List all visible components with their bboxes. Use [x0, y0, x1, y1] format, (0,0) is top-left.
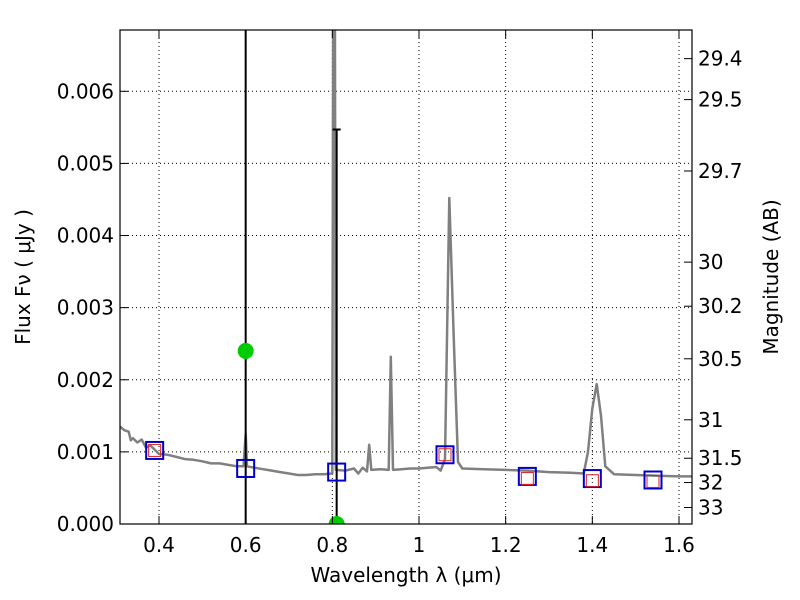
observed-photometry-square: [438, 448, 452, 462]
observed-photometry-square: [646, 474, 660, 488]
spectrum-layer: [120, 30, 692, 478]
y-right-tick-label: 30: [698, 250, 723, 274]
spectrum-line: [120, 30, 692, 478]
y-right-tick-label: 30.2: [698, 294, 743, 318]
axis-ticks: [120, 30, 692, 525]
model-photometry-square: [236, 458, 256, 478]
x-tick-label: 0.6: [230, 533, 262, 557]
y-right-tick-label: 30.5: [698, 347, 743, 371]
observed-photometry-square: [148, 443, 162, 457]
model-photometry-square: [327, 462, 347, 482]
x-tick-label: 0.8: [316, 533, 348, 557]
detection-point: [237, 342, 254, 359]
y-right-tick-label: 29.5: [698, 88, 743, 112]
observed-photometry-square: [585, 474, 599, 488]
x-tick-label: 1.6: [663, 533, 695, 557]
y-tick-label: 0.004: [57, 224, 114, 248]
error-bars: [244, 30, 341, 524]
y-tick-label: 0.000: [57, 512, 114, 536]
model-photometry-square: [435, 445, 455, 465]
y-right-tick-label: 29.4: [698, 47, 743, 71]
x-tick-label: 1: [413, 533, 426, 557]
observed-photometry-square: [520, 472, 534, 486]
y-axis-right-label: Magnitude (AB): [759, 199, 783, 354]
y-tick-label: 0.002: [57, 368, 114, 392]
model-photometry-square: [643, 470, 663, 490]
photometry-markers: [145, 342, 663, 524]
y-right-tick-label: 31: [698, 408, 723, 432]
y-tick-label: 0.003: [57, 296, 114, 320]
y-right-tick-label: 31.5: [698, 446, 743, 470]
x-tick-label: 1.4: [576, 533, 608, 557]
tick-labels: 0.4 0.6 0.8 1 1.2 1.4 1.6 0.000 0.001 0.002 0.003 0…: [57, 47, 743, 557]
model-photometry-square: [145, 440, 165, 460]
plot-frame: [119, 29, 693, 525]
y-right-tick-label: 32: [698, 471, 723, 495]
y-right-tick-label: 29.7: [698, 159, 743, 183]
y-tick-label: 0.005: [57, 151, 114, 175]
x-axis-label: Wavelength λ (μm): [310, 563, 501, 587]
x-tick-label: 0.4: [143, 533, 175, 557]
x-tick-label: 1.2: [490, 533, 522, 557]
y-axis-label: Flux Fν ( μJy ): [11, 209, 35, 345]
y-tick-label: 0.006: [57, 79, 114, 103]
y-tick-label: 0.001: [57, 440, 114, 464]
y-right-tick-label: 33: [698, 495, 723, 519]
